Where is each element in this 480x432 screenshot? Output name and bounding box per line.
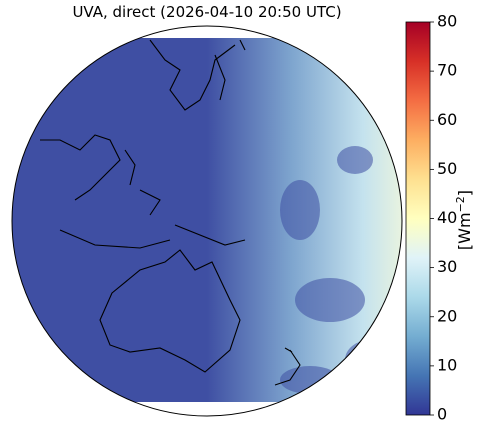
colorbar-tick-label: 80 xyxy=(437,12,457,31)
colorbar xyxy=(405,21,431,416)
colorbar-tick-label: 60 xyxy=(437,110,457,129)
colorbar-tick-label: 30 xyxy=(437,257,457,276)
colorbar-tick-label: 40 xyxy=(437,208,457,227)
colorbar-label: [Wm−2] xyxy=(454,190,474,250)
colorbar-tick-label: 10 xyxy=(437,355,457,374)
colorbar-label-sup: −2 xyxy=(454,196,467,212)
colorbar-tick-label: 0 xyxy=(437,405,447,424)
coastlines xyxy=(40,39,301,386)
colorbar-label-text: [Wm xyxy=(455,212,474,250)
colorbar-tick-label: 20 xyxy=(437,306,457,325)
globe-outline xyxy=(11,25,403,417)
chart-title: UVA, direct (2026-04-10 20:50 UTC) xyxy=(72,3,341,21)
colorbar-tick-label: 50 xyxy=(437,159,457,178)
colorbar-tick-label: 70 xyxy=(437,61,457,80)
colorbar-label-end: ] xyxy=(455,190,474,196)
